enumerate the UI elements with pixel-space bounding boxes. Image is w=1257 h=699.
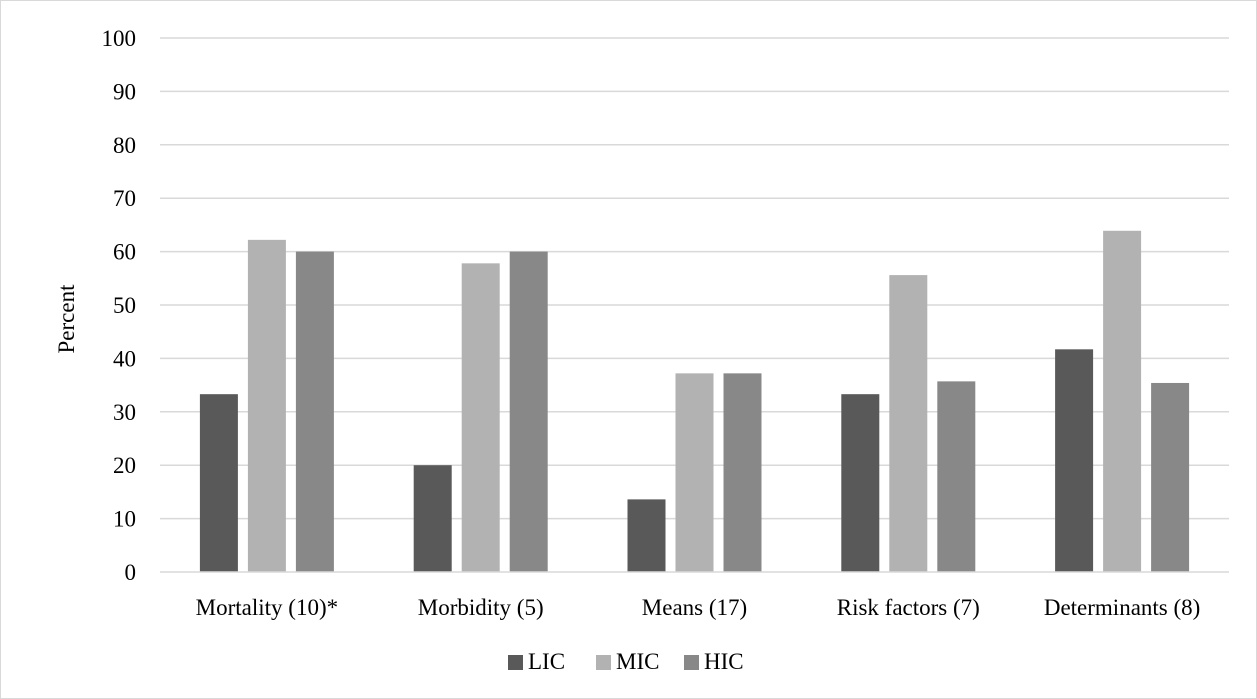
bar-hic	[509, 251, 548, 572]
bar-hic	[1151, 382, 1190, 572]
x-category-label: Determinants (8)	[1044, 595, 1200, 620]
x-category-label: Morbidity (5)	[418, 595, 544, 620]
legend-label-lic: LIC	[528, 649, 565, 674]
y-tick-label: 40	[113, 346, 136, 371]
y-tick-label: 100	[102, 26, 137, 51]
bar-mic	[247, 239, 286, 573]
y-tick-label: 0	[125, 560, 137, 585]
bar-hic	[937, 381, 976, 572]
gridlines	[160, 37, 1229, 520]
x-category-label: Means (17)	[642, 595, 747, 620]
x-category-label: Mortality (10)*	[196, 595, 338, 620]
bar-hic	[723, 373, 762, 572]
y-tick-label: 60	[113, 240, 136, 265]
bar-mic	[461, 263, 500, 572]
legend-swatch-hic	[684, 655, 699, 670]
bar-lic	[1055, 349, 1094, 572]
x-category-label: Risk factors (7)	[837, 595, 980, 620]
y-tick-label: 50	[113, 293, 136, 318]
bar-mic	[1103, 230, 1142, 573]
bar-mic	[675, 373, 714, 572]
legend: LIC MIC HIC	[508, 649, 744, 674]
legend-swatch-mic	[596, 655, 611, 670]
bar-hic	[295, 251, 334, 572]
y-tick-label: 20	[113, 453, 136, 478]
y-tick-labels: 0 10 20 30 40 50 60 70 80 90 100	[102, 26, 137, 585]
y-tick-label: 30	[113, 400, 136, 425]
y-tick-label: 70	[113, 186, 136, 211]
x-category-labels: Mortality (10)* Morbidity (5) Means (17) Ri…	[196, 595, 1201, 620]
bar-lic	[841, 394, 880, 572]
bar-mic	[889, 275, 928, 572]
bar-lic	[199, 394, 238, 572]
legend-label-mic: MIC	[616, 649, 659, 674]
y-tick-label: 80	[113, 133, 136, 158]
legend-swatch-lic	[508, 655, 523, 670]
y-tick-label: 10	[113, 507, 136, 532]
bars	[199, 230, 1190, 573]
y-axis-title: Percent	[54, 284, 79, 354]
legend-label-hic: HIC	[704, 649, 744, 674]
y-tick-label: 90	[113, 79, 136, 104]
bar-lic	[413, 465, 452, 572]
bar-lic	[627, 499, 666, 572]
